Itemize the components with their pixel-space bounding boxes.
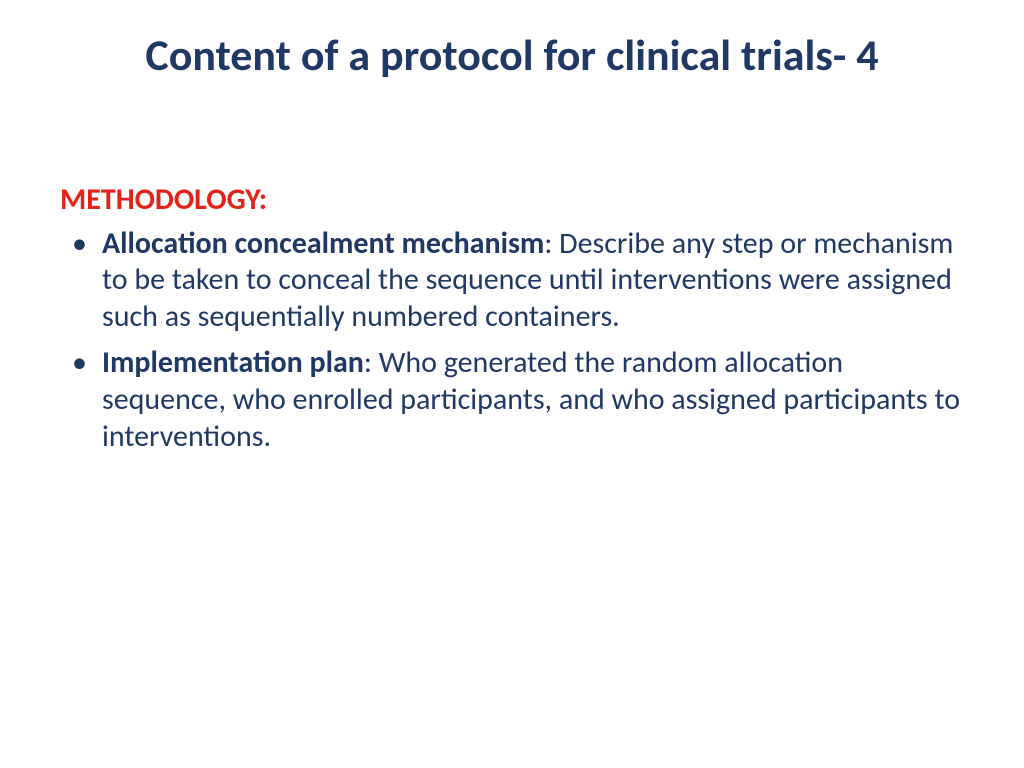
slide: Content of a protocol for clinical trial… <box>0 0 1024 768</box>
bullet-list: Allocation concealment mechanism: Descri… <box>60 226 964 456</box>
slide-title: Content of a protocol for clinical trial… <box>60 30 964 81</box>
bullet-lead: Implementation plan <box>102 344 364 381</box>
list-item: Implementation plan: Who generated the r… <box>60 345 964 455</box>
section-heading: METHODOLOGY: <box>60 181 964 218</box>
bullet-lead: Allocation concealment mechanism <box>102 225 544 262</box>
list-item: Allocation concealment mechanism: Descri… <box>60 226 964 336</box>
